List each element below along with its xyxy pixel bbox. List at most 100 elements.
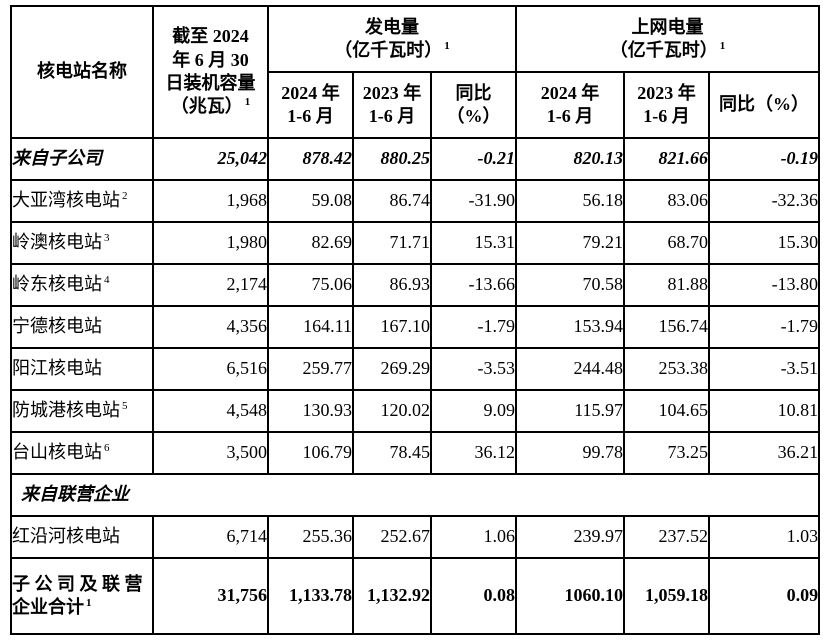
total-label-line1: 子公司及联营: [12, 573, 147, 594]
gen-2023-value: 252.67: [352, 515, 432, 559]
gen-yoy-value: 1.06: [429, 515, 518, 559]
header-sub-row: 2024 年 1-6 月 2023 年 1-6 月 同比 （%） 2024 年 …: [11, 71, 821, 139]
gen-2024-value: 1,133.78: [267, 557, 354, 635]
gen-yoy-value: 15.31: [429, 221, 518, 265]
grid-yoy-value: 0.09: [708, 557, 821, 635]
gen-2024-value: 106.79: [267, 431, 354, 475]
grid-2024-value: 99.78: [515, 431, 626, 475]
plant-name-cell: 岭东核电站 4: [10, 263, 154, 307]
grid-2024-value: 239.97: [515, 515, 626, 559]
plant-name: 红沿河核电站: [12, 526, 120, 547]
grid-2024-value: 820.13: [515, 137, 626, 181]
plant-row-yangjiang: 阳江核电站 6,516 259.77 269.29 -3.53 244.48 2…: [10, 347, 821, 391]
capacity-value: 6,714: [152, 515, 269, 559]
plant-name: 大亚湾核电站: [12, 190, 120, 211]
capacity-value: 1,980: [152, 221, 269, 265]
plant-row-lingao: 岭澳核电站 3 1,980 82.69 71.71 15.31 79.21 68.…: [10, 221, 821, 265]
gen-2023-value: 120.02: [352, 389, 432, 433]
gen-yoy-value: -3.53: [429, 347, 518, 391]
gen-yoy-value: -13.66: [429, 263, 518, 307]
gen-yoy-value: 0.08: [429, 557, 518, 635]
grid-yoy-value: 15.30: [708, 221, 821, 265]
plant-row-ningde: 宁德核电站 4,356 164.11 167.10 -1.79 153.94 1…: [10, 305, 821, 349]
gen-yoy-value: -31.90: [429, 179, 518, 223]
grid-2023-value: 821.66: [623, 137, 711, 181]
gen-2024-value: 130.93: [267, 389, 354, 433]
gen-2024-value: 259.77: [267, 347, 354, 391]
grand-total-row: 子公司及联营 企业合计 1 31,756 1,133.78 1,132.92 0.…: [10, 557, 821, 635]
footnote-ref: 5: [122, 400, 128, 413]
grid-2023-value: 253.38: [623, 347, 711, 391]
plant-name: 岭东核电站: [12, 274, 102, 295]
grid-yoy-value: 1.03: [708, 515, 821, 559]
header-station-name: 核电站名称: [10, 5, 154, 139]
header-grid-yoy: 同比（%）: [708, 71, 821, 139]
gen-yoy-value: 9.09: [429, 389, 518, 433]
footnote-ref: 3: [104, 232, 110, 245]
gen-yoy-value: 36.12: [429, 431, 518, 475]
grid-2023-value: 68.70: [623, 221, 711, 265]
capacity-value: 25,042: [152, 137, 269, 181]
plant-name-cell: 岭澳核电站 3: [10, 221, 154, 265]
header-group-row: 核电站名称 截至 2024 年 6 月 30 日装机容量 （兆瓦） 1 发电量 （…: [10, 5, 821, 139]
grid-2023-value: 83.06: [623, 179, 711, 223]
gen-2023-value: 86.74: [352, 179, 432, 223]
grid-yoy-value: 10.81: [708, 389, 821, 433]
footnote-ref: 1: [86, 597, 92, 609]
plant-name-cell: 防城港核电站 5: [10, 389, 154, 433]
grid-2024-value: 1060.10: [515, 557, 626, 635]
gen-2024-value: 75.06: [267, 263, 354, 307]
gen-2024-value: 164.11: [267, 305, 354, 349]
grid-2023-value: 156.74: [623, 305, 711, 349]
gen-yoy-value: -1.79: [429, 305, 518, 349]
grid-2024-value: 70.58: [515, 263, 626, 307]
plant-name-cell: 宁德核电站: [10, 305, 154, 349]
header-generation-group: 发电量 （亿千瓦时） 1: [266, 5, 518, 73]
capacity-value: 4,548: [152, 389, 269, 433]
header-grid-2023: 2023 年 1-6 月: [623, 71, 711, 139]
table-header: 核电站名称 截至 2024 年 6 月 30 日装机容量 （兆瓦） 1 发电量 （…: [10, 5, 821, 139]
grid-2023-value: 104.65: [623, 389, 711, 433]
header-grid-2024: 2024 年 1-6 月: [515, 71, 626, 139]
gen-yoy-value: -0.21: [429, 137, 518, 181]
gen-2023-value: 86.93: [352, 263, 432, 307]
grid-yoy-value: -3.51: [708, 347, 821, 391]
capacity-value: 2,174: [152, 263, 269, 307]
grid-2023-value: 237.52: [623, 515, 711, 559]
from-joint-ventures-row: 来自联营企业: [9, 473, 821, 517]
gen-2024-value: 878.42: [267, 137, 354, 181]
grid-2023-value: 73.25: [623, 431, 711, 475]
capacity-value: 1,968: [152, 179, 269, 223]
grid-yoy-value: -32.36: [708, 179, 821, 223]
footnote-ref: 6: [104, 442, 110, 455]
header-gen-yoy: 同比 （%）: [429, 71, 518, 139]
grid-yoy-value: 36.21: [708, 431, 821, 475]
section-label: 来自联营企业: [9, 473, 821, 517]
capacity-value: 3,500: [152, 431, 269, 475]
grid-2024-value: 56.18: [515, 179, 626, 223]
plant-name-cell: 大亚湾核电站 2: [10, 179, 154, 223]
total-label-cell: 子公司及联营 企业合计 1: [10, 557, 154, 635]
plant-name: 宁德核电站: [12, 316, 102, 337]
plant-row-lingdong: 岭东核电站 4 2,174 75.06 86.93 -13.66 70.58 81…: [10, 263, 821, 307]
gen-2024-value: 59.08: [267, 179, 354, 223]
grid-yoy-value: -13.80: [708, 263, 821, 307]
grid-2023-value: 1,059.18: [623, 557, 711, 635]
plant-row-hongyanhe: 红沿河核电站 6,714 255.36 252.67 1.06 239.97 2…: [10, 515, 821, 559]
footnote-ref: 1: [244, 96, 251, 109]
grid-yoy-value: -1.79: [708, 305, 821, 349]
capacity-value: 4,356: [152, 305, 269, 349]
gen-2023-value: 880.25: [352, 137, 432, 181]
plant-name-cell: 阳江核电站: [10, 347, 154, 391]
plant-row-dayawan: 大亚湾核电站 2 1,968 59.08 86.74 -31.90 56.18 8…: [10, 179, 821, 223]
grid-2024-value: 153.94: [515, 305, 626, 349]
footnote-ref: 1: [444, 40, 450, 52]
capacity-value: 6,516: [152, 347, 269, 391]
gen-2023-value: 1,132.92: [352, 557, 432, 635]
plant-row-taishan: 台山核电站 6 3,500 106.79 78.45 36.12 99.78 73…: [10, 431, 821, 475]
total-label-line2: 企业合计: [12, 597, 84, 617]
footnote-ref: 4: [104, 274, 110, 287]
header-installed-capacity: 截至 2024 年 6 月 30 日装机容量 （兆瓦） 1: [152, 5, 269, 139]
plant-name: 台山核电站: [12, 442, 102, 463]
